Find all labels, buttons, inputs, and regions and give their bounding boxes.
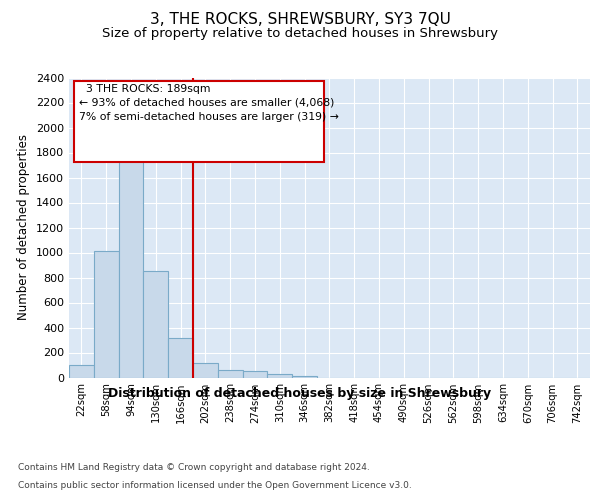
- Bar: [168, 338, 193, 378]
- Bar: [119, 141, 143, 378]
- Text: Contains public sector information licensed under the Open Government Licence v3: Contains public sector information licen…: [18, 481, 412, 490]
- Bar: [242, 371, 268, 378]
- Text: Distribution of detached houses by size in Shrewsbury: Distribution of detached houses by size …: [109, 388, 491, 400]
- Bar: [69, 366, 94, 378]
- Text: Size of property relative to detached houses in Shrewsbury: Size of property relative to detached ho…: [102, 28, 498, 40]
- Bar: [268, 374, 292, 378]
- Text: 3, THE ROCKS, SHREWSBURY, SY3 7QU: 3, THE ROCKS, SHREWSBURY, SY3 7QU: [149, 12, 451, 28]
- Bar: [94, 251, 119, 378]
- Bar: [143, 270, 168, 378]
- Bar: [292, 376, 317, 378]
- Y-axis label: Number of detached properties: Number of detached properties: [17, 134, 31, 320]
- Text: Contains HM Land Registry data © Crown copyright and database right 2024.: Contains HM Land Registry data © Crown c…: [18, 464, 370, 472]
- Bar: [218, 370, 242, 378]
- FancyBboxPatch shape: [74, 80, 324, 162]
- Text: 3 THE ROCKS: 189sqm
← 93% of detached houses are smaller (4,068)
7% of semi-deta: 3 THE ROCKS: 189sqm ← 93% of detached ho…: [79, 84, 339, 122]
- Bar: [193, 362, 218, 378]
